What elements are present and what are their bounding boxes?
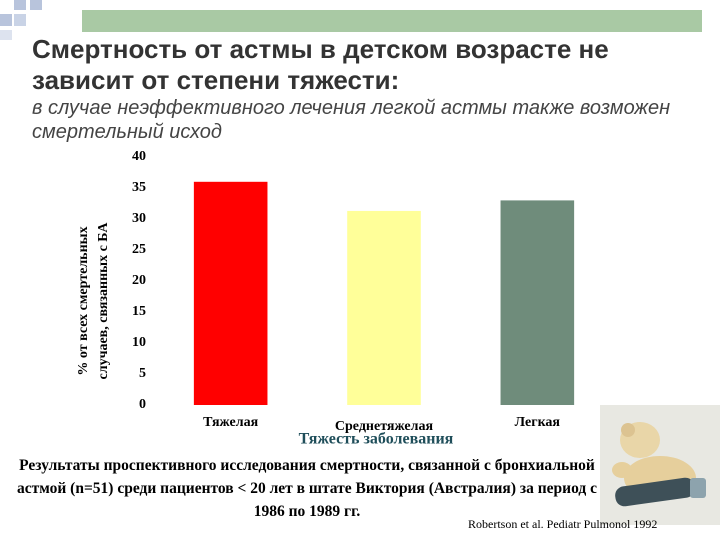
x-axis-label: Тяжесть заболевания	[299, 431, 454, 448]
y-tick-label: 30	[132, 211, 146, 226]
x-tick-label: Легкая	[515, 415, 561, 430]
y-tick-label: 20	[132, 273, 146, 288]
bar	[500, 200, 575, 405]
source: Robertson et al. Pediatr Pulmonol 1992	[468, 517, 658, 531]
y-axis-label: % от всех смертельных	[76, 226, 91, 375]
y-tick-label: 40	[132, 149, 146, 164]
y-tick-label: 35	[132, 180, 146, 195]
x-tick-label: Среднетяжелая	[335, 419, 434, 434]
y-tick-label: 0	[139, 397, 146, 412]
decor	[0, 0, 702, 40]
y-axis-label: случаев, связанных с БА	[96, 222, 111, 380]
bar	[193, 181, 268, 405]
caption: Результаты проспективного исследования с…	[17, 457, 597, 520]
y-tick-label: 10	[132, 335, 146, 350]
slide-title: Смертность от астмы в детском возрасте н…	[32, 34, 609, 95]
illustration	[600, 405, 720, 525]
bar	[347, 210, 421, 405]
y-tick-label: 15	[132, 304, 146, 319]
slide-subtitle: в случае неэффективного лечения легкой а…	[32, 97, 671, 143]
x-tick-label: Тяжелая	[203, 415, 258, 430]
y-tick-label: 5	[139, 366, 146, 381]
y-tick-label: 25	[132, 242, 146, 257]
